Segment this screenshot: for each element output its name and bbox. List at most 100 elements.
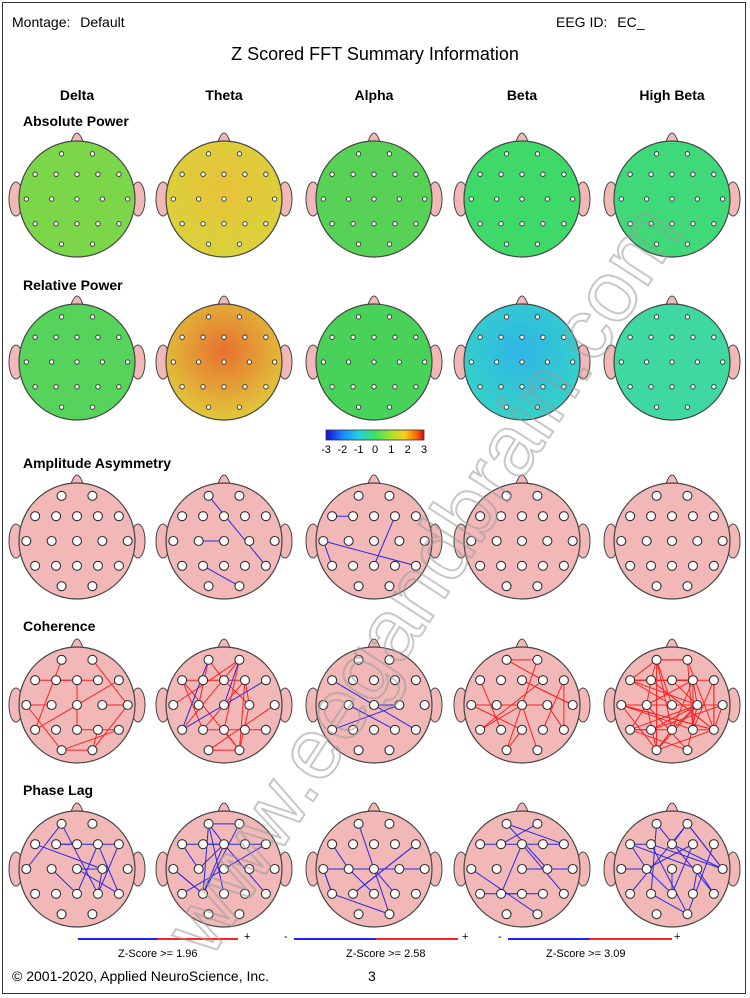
electrode-marker [30,511,41,522]
electrode-marker [389,560,400,571]
electrode-marker [218,724,230,735]
electrode-marker [669,196,675,202]
connection-line [521,704,538,751]
electrode-marker [641,699,652,711]
connection-line [181,659,240,731]
electrode-marker [113,724,124,735]
electrode-marker [92,675,103,686]
electrode-marker [329,221,335,227]
electrode-marker [558,675,569,686]
electrode-marker [653,404,660,410]
connection-line [542,680,565,730]
electrode-marker [260,511,271,522]
electrode-marker [71,535,83,547]
connection-line [208,495,267,567]
electrode-marker [53,221,59,227]
page-title: Z Scored FFT Summary Information [231,44,519,64]
electrode-marker [384,490,395,501]
head-map [305,474,443,600]
electrode-marker [203,581,214,592]
electrode-marker [537,888,548,899]
electrode-marker [501,581,512,592]
montage-value: Default [80,14,125,30]
electrode-marker [368,888,380,899]
electrode-marker [221,171,227,177]
electrode-marker [516,560,528,571]
section-coherence: Coherence [23,618,96,634]
electrode-marker [466,699,477,711]
connection-line [646,704,688,751]
connection-line [223,659,240,706]
electrode-marker [534,314,541,320]
electrode-marker [177,724,188,735]
electrode-marker [200,384,206,390]
electrode-marker [125,196,131,202]
connection-line [34,843,103,870]
electrode-marker [413,221,419,227]
head-map [305,295,443,421]
electrode-marker [177,839,188,850]
page-number: 3 [368,968,376,984]
electrode-marker [177,888,188,899]
electrode-marker [644,196,650,202]
electrode-marker [648,384,654,390]
electrode-marker [327,511,338,522]
connection-line [629,659,657,681]
electrode-marker [92,511,103,522]
electrode-marker [561,171,567,177]
connection-line [348,704,396,731]
electrode-marker [422,196,428,202]
electrode-marker [540,221,546,227]
connection-line [687,823,724,870]
electrode-marker [95,334,101,340]
electrode-marker [532,818,543,829]
electrode-marker [413,171,419,177]
electrode-marker [74,196,80,202]
electrode-marker [708,839,719,850]
electrode-marker [32,171,38,177]
electrode-marker [242,221,248,227]
electrode-marker [558,839,569,850]
electrode-marker [350,171,356,177]
connection-line [621,704,694,731]
electrode-marker [113,560,124,571]
electrode-marker [561,384,567,390]
electrode-marker [74,221,80,227]
electrode-marker [168,535,179,547]
electrode-marker [475,560,486,571]
electrode-marker [666,675,678,686]
electrode-marker [71,724,83,735]
electrode-marker [534,404,541,410]
electrode-marker [89,241,96,247]
electrode-marker [687,724,698,735]
electrode-marker [498,221,504,227]
electrode-marker [692,535,703,547]
electrode-marker [651,654,662,665]
connection-line [223,679,250,706]
electrode-marker [346,196,352,202]
electrode-marker [532,745,543,756]
electrode-marker [116,221,122,227]
electrode-marker [368,535,380,547]
electrode-marker [218,560,230,571]
connection-line [650,843,688,915]
electrode-marker [51,724,62,735]
electrode-marker [389,839,400,850]
electrode-marker [692,699,703,711]
electrode-marker [625,839,636,850]
electrode-marker [97,699,108,711]
electrode-marker [466,535,477,547]
electrode-marker [87,490,98,501]
electrode-marker [198,511,209,522]
connection-line [500,844,523,894]
electrode-marker [371,334,377,340]
electrode-marker [625,724,636,735]
color-scale-tick: 0 [372,444,378,456]
electrode-marker [327,839,338,850]
electrode-marker [646,560,657,571]
electrode-marker [392,334,398,340]
electrode-marker [519,196,525,202]
electrode-marker [410,724,421,735]
electrode-marker [542,699,553,711]
electrode-marker [218,511,230,522]
